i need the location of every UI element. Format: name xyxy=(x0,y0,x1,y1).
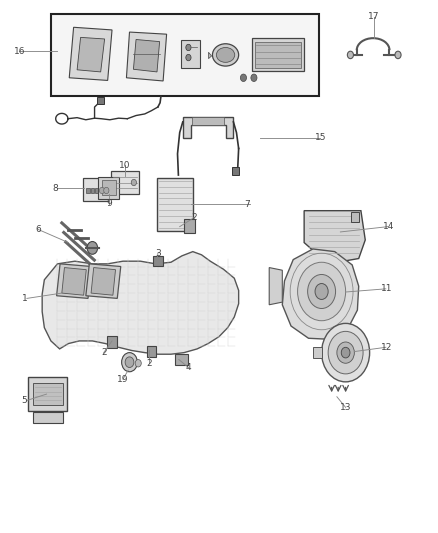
Polygon shape xyxy=(77,37,105,72)
Circle shape xyxy=(104,187,109,193)
Polygon shape xyxy=(313,348,321,358)
Bar xyxy=(107,336,117,348)
Bar xyxy=(153,256,162,266)
Bar xyxy=(51,14,319,96)
Text: 13: 13 xyxy=(340,403,351,412)
Text: 14: 14 xyxy=(383,222,394,231)
Circle shape xyxy=(328,332,363,374)
Circle shape xyxy=(395,51,401,59)
Circle shape xyxy=(186,54,191,61)
Circle shape xyxy=(297,262,346,321)
Text: 16: 16 xyxy=(14,47,25,55)
Bar xyxy=(184,220,195,233)
Circle shape xyxy=(337,342,354,364)
Text: 5: 5 xyxy=(21,396,28,405)
Circle shape xyxy=(186,44,191,51)
Bar xyxy=(175,354,188,366)
Bar xyxy=(157,177,193,231)
Bar xyxy=(232,167,239,174)
Bar xyxy=(147,346,156,357)
Text: 2: 2 xyxy=(191,213,197,222)
Bar xyxy=(86,188,89,193)
Circle shape xyxy=(307,274,336,309)
Circle shape xyxy=(347,51,353,59)
Polygon shape xyxy=(283,249,359,340)
Text: 19: 19 xyxy=(117,375,129,384)
Text: 8: 8 xyxy=(52,184,58,193)
Polygon shape xyxy=(269,268,283,305)
Text: 11: 11 xyxy=(381,284,392,293)
Text: 10: 10 xyxy=(120,161,131,170)
Polygon shape xyxy=(42,252,239,354)
Polygon shape xyxy=(32,383,63,405)
Bar xyxy=(255,42,300,68)
Polygon shape xyxy=(57,264,92,298)
Polygon shape xyxy=(183,117,233,138)
Polygon shape xyxy=(208,52,212,59)
Bar xyxy=(252,38,304,71)
Text: 2: 2 xyxy=(146,359,152,368)
Bar xyxy=(192,117,224,125)
Bar xyxy=(83,178,109,200)
Polygon shape xyxy=(127,32,166,81)
Text: 9: 9 xyxy=(106,199,112,208)
Text: 1: 1 xyxy=(21,294,28,303)
Ellipse shape xyxy=(212,44,239,66)
Bar xyxy=(32,412,63,423)
Text: 15: 15 xyxy=(315,133,327,142)
Polygon shape xyxy=(69,27,112,80)
Polygon shape xyxy=(62,268,86,295)
Circle shape xyxy=(131,179,137,185)
Bar xyxy=(111,171,139,195)
Circle shape xyxy=(99,187,105,193)
Text: 6: 6 xyxy=(35,225,41,234)
Circle shape xyxy=(125,357,134,368)
Polygon shape xyxy=(86,264,121,298)
Text: 12: 12 xyxy=(381,343,392,352)
Circle shape xyxy=(341,348,350,358)
Circle shape xyxy=(321,324,370,382)
Bar xyxy=(97,97,104,104)
Polygon shape xyxy=(28,376,67,411)
Bar xyxy=(95,188,98,193)
Bar xyxy=(99,176,120,199)
Circle shape xyxy=(315,284,328,300)
Circle shape xyxy=(135,360,141,367)
Polygon shape xyxy=(304,211,365,264)
Bar xyxy=(181,40,200,68)
Text: 7: 7 xyxy=(244,200,250,209)
Bar xyxy=(91,188,94,193)
Text: 3: 3 xyxy=(155,249,161,258)
Circle shape xyxy=(122,353,138,372)
Polygon shape xyxy=(134,39,159,72)
Ellipse shape xyxy=(216,47,235,62)
Bar xyxy=(102,180,117,195)
Text: 17: 17 xyxy=(368,12,380,21)
Circle shape xyxy=(240,74,247,82)
Bar xyxy=(351,212,359,222)
Text: 4: 4 xyxy=(186,363,191,372)
Circle shape xyxy=(251,74,257,82)
Circle shape xyxy=(87,241,98,254)
Polygon shape xyxy=(91,268,116,295)
Text: 2: 2 xyxy=(101,348,106,357)
